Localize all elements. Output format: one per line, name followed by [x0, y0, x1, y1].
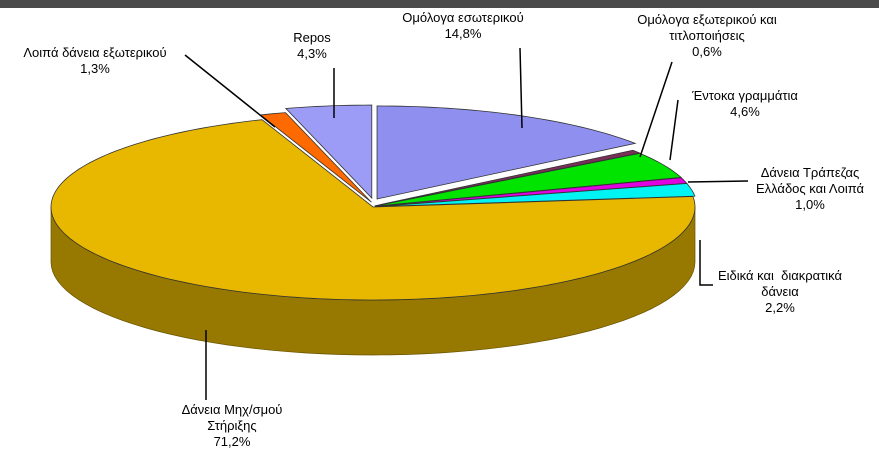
slice — [284, 104, 373, 200]
slice — [374, 183, 696, 208]
leader-line — [639, 61, 673, 158]
slice-label: Έντοκα γραμμάτια 4,6% — [675, 88, 815, 120]
slice-name: Δάνεια Μηχ/σμού Στήριξης — [181, 402, 287, 433]
slice-name: Έντοκα γραμμάτια — [692, 88, 798, 103]
slice-name: Λοιπά δάνεια εξωτερικού — [23, 45, 167, 60]
leader-line — [519, 47, 523, 129]
slice-name: Ειδικά και διακρατικά δάνεια — [717, 268, 846, 299]
slice-label: Δάνεια Μηχ/σμού Στήριξης 71,2% — [167, 402, 297, 450]
value-label: 71,2% — [213, 434, 251, 449]
slice-label: Λοιπά δάνεια εξωτερικού 1,3% — [0, 45, 195, 77]
slice-label: Repos 4,3% — [272, 30, 352, 62]
value-label: 2,2% — [765, 300, 795, 315]
slice-name: Repos — [293, 30, 331, 45]
value-label: 14,8% — [444, 26, 482, 41]
slice-label: Ομόλογα εσωτερικού 14,8% — [373, 10, 553, 42]
value-label: 4,3% — [297, 46, 327, 61]
slice — [50, 119, 696, 301]
value-label: 0,6% — [692, 44, 722, 59]
slice-label: Ομόλογα εξωτερικού και τιτλοποιήσεις 0,6% — [612, 12, 802, 60]
value-label: 4,6% — [730, 104, 760, 119]
leader-line — [699, 240, 713, 286]
slice-name: Ομόλογα εξωτερικού και τιτλοποιήσεις — [637, 12, 781, 43]
leader-line — [669, 99, 679, 161]
slice-name: Δάνεια Τράπεζας Ελλάδος και Λοιπά — [755, 165, 865, 196]
leader-line — [184, 54, 276, 128]
leader-line — [687, 180, 749, 183]
top-bar — [0, 0, 879, 8]
slice-label: Ειδικά και διακρατικά δάνεια 2,2% — [703, 268, 858, 316]
value-label: 1,0% — [795, 197, 825, 212]
slice — [374, 152, 683, 207]
slice-name: Ομόλογα εσωτερικού — [402, 10, 524, 25]
slice-label: Δάνεια Τράπεζας Ελλάδος και Λοιπά 1,0% — [748, 165, 873, 213]
value-label: 1,3% — [80, 61, 110, 76]
